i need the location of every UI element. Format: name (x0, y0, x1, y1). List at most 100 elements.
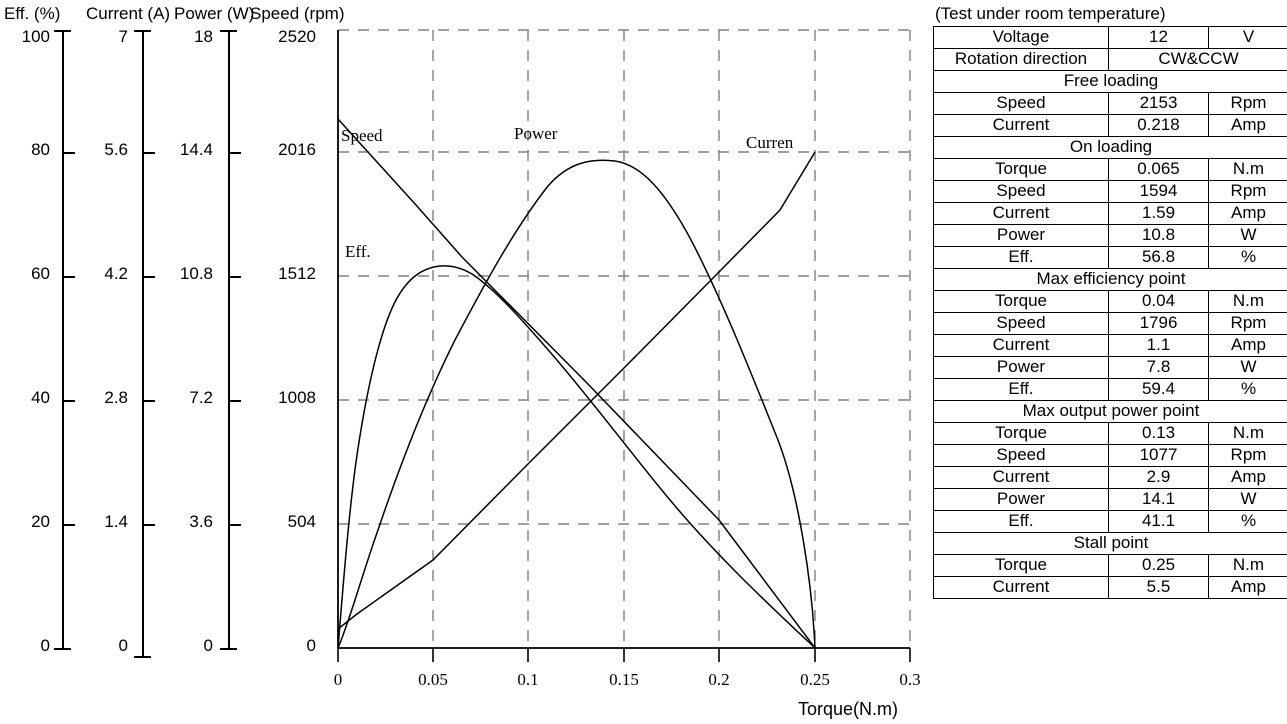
test-condition-note: (Test under room temperature) (935, 4, 1166, 23)
axis-value-efficiency-100: 100 (21, 27, 50, 46)
spec-param-value: 0.04 (1108, 290, 1209, 314)
spec-param-value: 0.218 (1108, 114, 1209, 138)
axis-value-speed-1008: 1008 (278, 388, 316, 407)
spec-param-value: 0.13 (1108, 422, 1209, 446)
efficiency-curve (337, 265, 816, 649)
axis-value-power-10.8: 10.8 (179, 264, 213, 283)
spec-param-name: Torque (933, 290, 1109, 314)
spec-row: Max efficiency point (933, 268, 1287, 292)
spec-row: Speed 2153 Rpm (933, 92, 1287, 116)
spec-row: Eff. 56.8% (933, 246, 1287, 270)
spec-row: Torque 0.13 N.m (933, 422, 1287, 446)
spec-param-value: 0.065 (1108, 158, 1209, 182)
spec-param-name: Current (933, 202, 1109, 226)
axis-value-speed-504: 504 (287, 512, 316, 531)
x-tick-label-0.1: 0.1 (517, 670, 539, 689)
spec-row: Speed 1077 Rpm (933, 444, 1287, 468)
spec-row: Torque 0.065 N.m (933, 158, 1287, 182)
spec-section-header: Free loading (933, 70, 1287, 94)
spec-param-name: Eff. (933, 246, 1109, 270)
axis-value-efficiency-0: 0 (40, 636, 50, 655)
spec-row: Speed 1796 Rpm (933, 312, 1287, 336)
spec-param-name: Torque (933, 554, 1109, 578)
curve-label-speed: Speed (341, 126, 383, 145)
spec-row: Speed 1594 Rpm (933, 180, 1287, 204)
spec-param-name: Eff. (933, 378, 1109, 402)
axis-tick-power-14.4 (228, 152, 241, 154)
spec-param-unit: Rpm (1208, 180, 1287, 204)
x-tick-label-0.15: 0.15 (609, 670, 639, 689)
spec-param-unit: Rpm (1208, 92, 1287, 116)
spec-param-value: 1.59 (1108, 202, 1209, 226)
axis-tick-efficiency-20 (62, 524, 75, 526)
axis-value-speed-2016: 2016 (278, 140, 316, 159)
spec-row: Torque 0.04 N.m (933, 290, 1287, 314)
spec-param-unit: V (1208, 26, 1287, 50)
spec-param-value: 10.8 (1108, 224, 1209, 248)
axis-value-efficiency-80: 80 (31, 140, 50, 159)
x-tick-label-0.25: 0.25 (800, 670, 830, 689)
chart-canvas (337, 29, 911, 662)
spec-param-unit: Amp (1208, 114, 1287, 138)
axis-tick-power-7.2 (228, 400, 241, 402)
axis-line-efficiency (62, 30, 64, 650)
axis-value-power-7.2: 7.2 (189, 388, 213, 407)
spec-row: Free loading (933, 70, 1287, 94)
axis-line-current (142, 30, 144, 658)
axis-tick-current-5.6 (142, 152, 155, 154)
axis-tick-efficiency-40 (62, 400, 75, 402)
spec-param-name: Rotation direction (933, 48, 1109, 72)
specification-table-body: Voltage 12 V Rotation direction CW&CCW Free l… (933, 26, 1287, 600)
spec-param-value: 2153 (1108, 92, 1209, 116)
vertical-gridlines (432, 30, 911, 648)
spec-row: Current 1.1 Amp (933, 334, 1287, 358)
spec-param-name: Torque (933, 158, 1109, 182)
spec-param-value: 5.5 (1108, 576, 1209, 600)
axis-value-efficiency-40: 40 (31, 388, 50, 407)
spec-section-header: Max output power point (933, 400, 1287, 424)
spec-param-name: Current (933, 466, 1109, 490)
spec-param-name: Current (933, 334, 1109, 358)
spec-param-value: 56.8 (1108, 246, 1209, 270)
axis-value-current-4.2: 4.2 (104, 264, 128, 283)
spec-param-unit: Rpm (1208, 444, 1287, 468)
axis-value-power-14.4: 14.4 (179, 140, 213, 159)
spec-param-unit: Rpm (1208, 312, 1287, 336)
spec-param-name: Speed (933, 92, 1109, 116)
axis-title-current: Current (A) (86, 4, 171, 23)
axis-value-current-2.8: 2.8 (104, 388, 128, 407)
spec-param-name: Speed (933, 444, 1109, 468)
spec-param-value: 1.1 (1108, 334, 1209, 358)
spec-param-unit: Amp (1208, 576, 1287, 600)
axis-title-efficiency: Eff. (%) (4, 4, 61, 23)
spec-param-name: Speed (933, 312, 1109, 336)
spec-param-name: Power (933, 224, 1109, 248)
axis-tick-power-3.6 (228, 524, 241, 526)
axis-title-power: Power (W) (174, 4, 255, 23)
spec-param-name: Current (933, 576, 1109, 600)
spec-param-value: 1594 (1108, 180, 1209, 204)
axis-value-current-0: 0 (118, 636, 128, 655)
x-tick-label-0: 0 (333, 670, 343, 689)
x-axis-title: Torque(N.m) (798, 699, 899, 719)
spec-param-name: Eff. (933, 510, 1109, 534)
spec-row: Voltage 12 V (933, 26, 1287, 50)
axis-value-speed-2520: 2520 (278, 27, 316, 46)
spec-param-unit: N.m (1208, 290, 1287, 314)
performance-curves-plot: Speed Power Curren Eff. 0 0.05 0.1 0.15 … (300, 0, 940, 724)
axis-tick-current-2.8 (142, 400, 155, 402)
spec-param-unit: N.m (1208, 554, 1287, 578)
spec-param-value: 41.1 (1108, 510, 1209, 534)
power-curve (337, 159, 816, 649)
axis-value-power-18: 18 (194, 27, 213, 46)
axis-value-efficiency-20: 20 (31, 512, 50, 531)
spec-param-unit: % (1208, 246, 1287, 270)
x-tick-label-0.05: 0.05 (418, 670, 448, 689)
axis-tick-current-1.4 (142, 524, 155, 526)
spec-param-value: 12 (1108, 26, 1209, 50)
spec-param-value: 1077 (1108, 444, 1209, 468)
spec-row: Eff. 41.1% (933, 510, 1287, 534)
spec-section-header: Max efficiency point (933, 268, 1287, 292)
spec-param-unit: Amp (1208, 466, 1287, 490)
spec-param-value: CW&CCW (1108, 48, 1287, 72)
